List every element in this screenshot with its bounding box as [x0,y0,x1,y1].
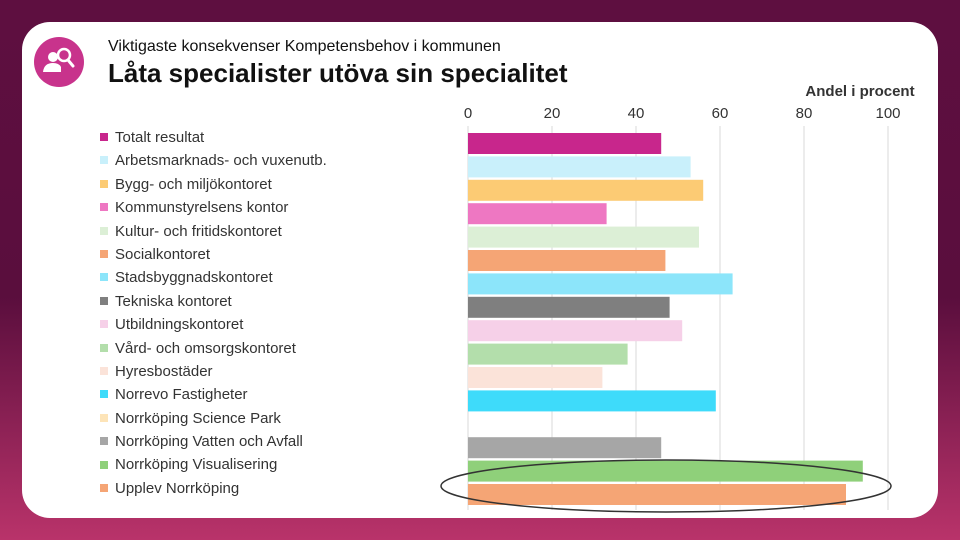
legend-label: Socialkontoret [115,245,211,263]
legend-swatch [100,366,108,375]
bar [468,203,607,225]
legend-label: Kultur- och fritidskontoret [115,222,282,240]
legend-swatch [100,156,108,165]
legend-swatch [100,483,108,492]
bar [468,250,666,271]
x-tick-label: 20 [544,105,561,122]
bar [468,367,603,388]
x-tick-label: 80 [796,105,813,122]
x-tick-label: 40 [628,105,645,122]
legend-swatch [100,203,108,212]
highlight-ellipse [440,459,892,513]
bar [468,484,846,505]
legend-item: Vård- och omsorgskontoret [100,337,327,360]
legend-swatch [100,296,108,305]
x-tick-label: 60 [712,105,729,122]
chart-bars [468,133,863,505]
legend-item: Totalt resultat [100,126,327,149]
legend-label: Totalt resultat [115,129,205,146]
legend-swatch [100,249,108,258]
bar [468,296,670,318]
legend-label: Norrevo Fastigheter [115,386,248,404]
legend-swatch [100,343,108,352]
people-search-icon [34,37,84,87]
legend-item: Arbetsmarknads- och vuxenutb. [100,149,327,172]
bar [468,179,704,201]
bar [468,320,683,342]
legend-swatch [100,273,108,282]
legend-label: Upplev Norrköping [115,479,240,497]
bar [468,460,863,482]
legend-swatch [100,460,108,469]
legend-item: Kultur- och fritidskontoret [100,220,327,243]
legend-item: Kommunstyrelsens kontor [100,196,327,219]
legend-label: Kommunstyrelsens kontor [115,199,289,217]
legend-item: Tekniska kontoret [100,290,327,313]
legend-label: Vård- och omsorgskontoret [115,339,296,357]
legend-label: Norrköping Science Park [115,409,281,427]
bar [468,273,733,295]
legend-label: Arbetsmarknads- och vuxenutb. [115,152,327,170]
legend-item: Socialkontoret [100,243,327,266]
legend-item: Hyresbostäder [100,360,327,383]
legend-label: Utbildningskontoret [115,316,244,334]
legend-item: Utbildningskontoret [100,313,327,336]
x-tick-label: 0 [464,105,472,122]
legend-label: Hyresbostäder [115,362,213,380]
legend-item: Bygg- och miljökontoret [100,173,327,196]
chart-legend: Totalt resultat Arbetsmarknads- och vuxen… [100,126,327,500]
axis-unit-label: Andel i procent [805,83,915,100]
slide-subtitle: Viktigaste konsekvenser Kompetensbehov i… [108,38,501,55]
legend-item: Norrköping Vatten och Avfall [100,430,327,453]
legend-swatch [100,413,108,422]
legend-swatch [100,320,108,329]
legend-label: Norrköping Vatten och Avfall [115,433,303,451]
legend-label: Stadsbyggnadskontoret [115,269,273,287]
legend-item: Upplev Norrköping [100,477,327,500]
legend-label: Bygg- och miljökontoret [115,175,272,193]
legend-swatch [100,179,108,188]
legend-label: Norrköping Visualisering [115,456,278,474]
bar [468,390,716,412]
x-tick-label: 100 [875,105,900,122]
bar [468,226,699,248]
legend-item: Stadsbyggnadskontoret [100,266,327,289]
legend-swatch [100,133,108,142]
legend-swatch [100,226,108,235]
legend-item: Norrköping Visualisering [100,453,327,476]
legend-item: Norrevo Fastigheter [100,383,327,406]
legend-item: Norrköping Science Park [100,407,327,430]
legend-swatch [100,390,108,399]
bar [468,437,662,459]
x-tick-labels: 0 20 40 60 80 100 [464,105,901,122]
bar [468,343,628,365]
legend-label: Tekniska kontoret [115,292,232,310]
bar [468,156,691,178]
legend-swatch [100,437,108,446]
slide-title: Låta specialister utöva sin specialitet [108,58,568,88]
bar [468,133,662,154]
